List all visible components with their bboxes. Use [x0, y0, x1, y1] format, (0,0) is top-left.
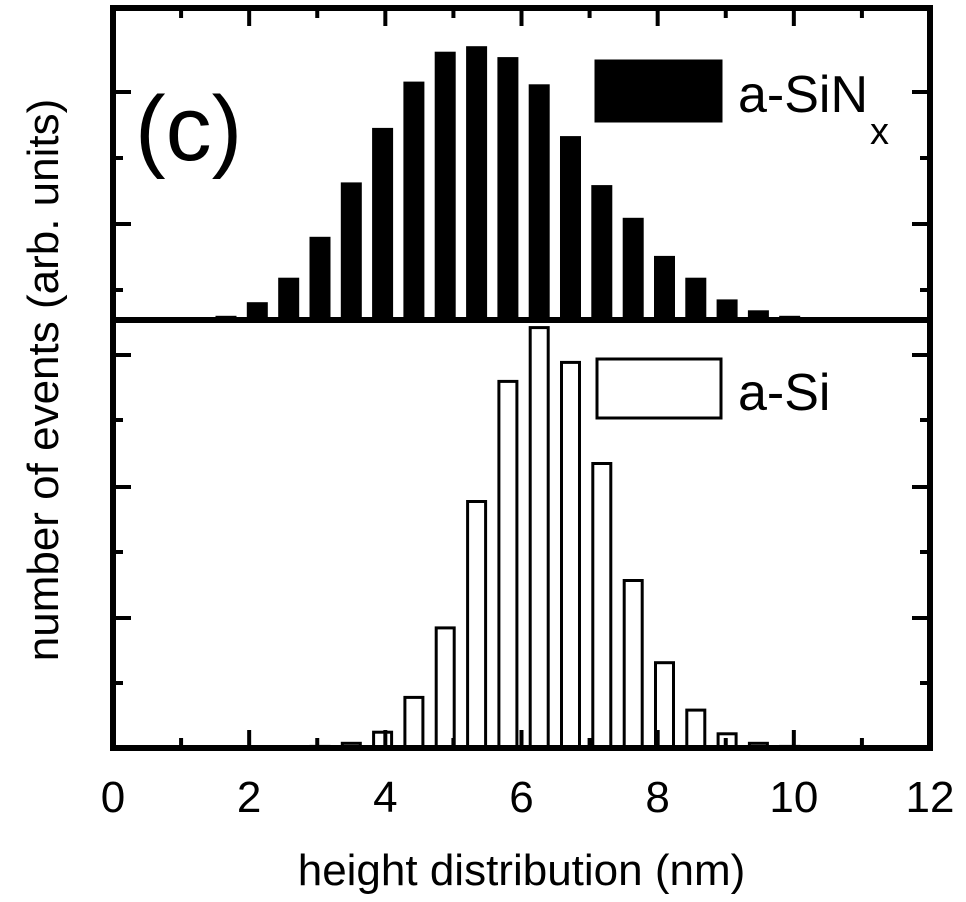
bottom-bar — [622, 579, 644, 750]
legend-top-label: a-SiNx — [738, 66, 889, 153]
legend-top-swatch — [594, 59, 723, 123]
top-bar — [497, 57, 519, 322]
bottom-bar — [403, 695, 425, 750]
bottom-bar — [591, 462, 613, 750]
bottom-bar — [560, 360, 581, 750]
top-bar — [654, 255, 675, 322]
x-tick-label: 12 — [906, 773, 955, 822]
top-bar — [591, 185, 613, 322]
x-tick-label: 6 — [509, 773, 533, 822]
top-bar — [466, 46, 488, 322]
bottom-bar — [497, 379, 519, 750]
top-bar — [528, 84, 550, 322]
top-bar — [560, 136, 581, 322]
legend-bottom-label: a-Si — [738, 364, 830, 422]
bottom-bar — [685, 708, 707, 750]
top-bar — [403, 81, 425, 322]
top-panel-bars — [215, 46, 801, 322]
top-bar — [278, 277, 300, 322]
bottom-bar — [434, 626, 456, 750]
y-axis-label: number of events (arb. units) — [19, 99, 68, 661]
plot-frame — [110, 5, 933, 751]
top-bar — [434, 51, 456, 322]
x-tick-label: 10 — [769, 773, 818, 822]
x-tick-label: 8 — [645, 773, 669, 822]
legend-top-main: a-SiN — [738, 66, 868, 124]
top-bar — [622, 217, 644, 322]
legend-bottom: a-Si — [595, 357, 830, 422]
x-tick-label: 0 — [101, 773, 125, 822]
x-tick-labels: 0 2 4 6 8 10 12 — [101, 773, 955, 822]
x-axis-label: height distribution (nm) — [298, 846, 746, 895]
x-tick-label: 2 — [237, 773, 261, 822]
legend-top-subscript: x — [870, 111, 889, 153]
legend-top: a-SiNx — [594, 59, 889, 153]
top-bar — [340, 182, 362, 322]
panel-label: (c) — [135, 78, 242, 180]
top-bar — [685, 277, 707, 322]
top-bar — [372, 127, 394, 322]
bottom-bar — [466, 500, 488, 750]
x-tick-label: 4 — [373, 773, 397, 822]
top-bar — [309, 236, 331, 322]
bottom-bar — [528, 326, 550, 750]
legend-bottom-swatch — [595, 357, 723, 420]
